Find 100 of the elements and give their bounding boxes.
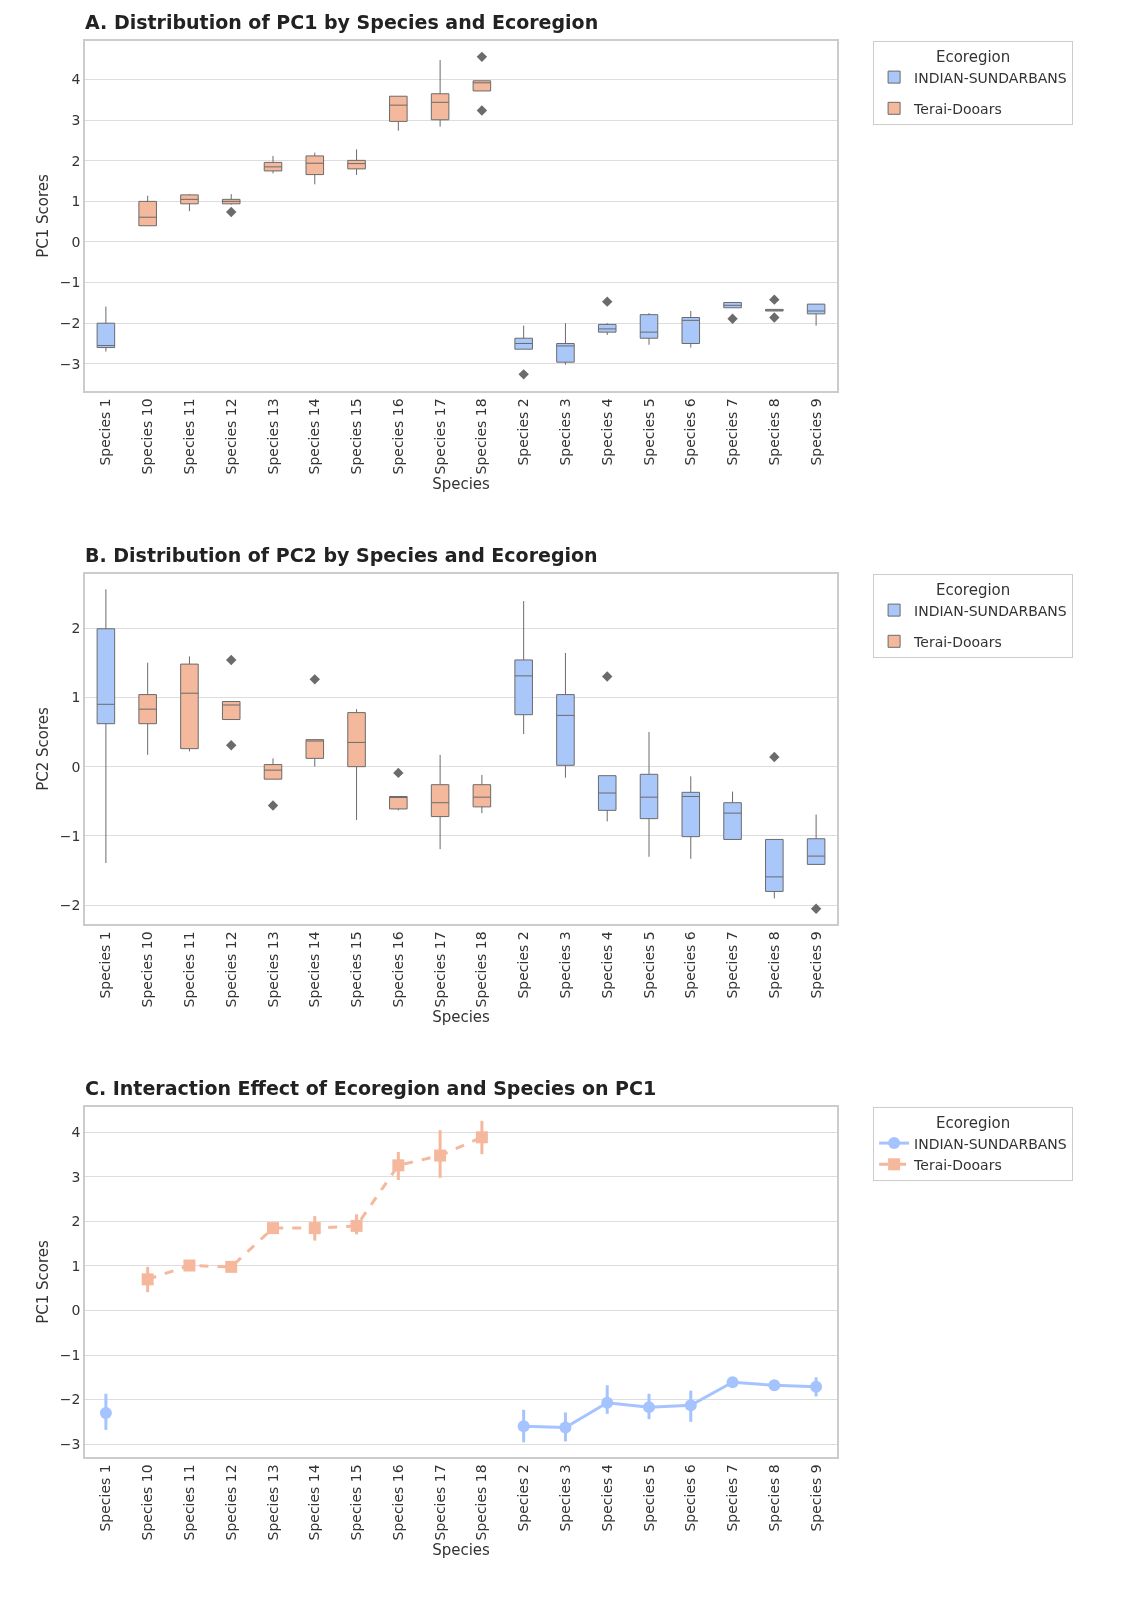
x-tick-label: Species 15 — [348, 1464, 365, 1541]
chart-title: C. Interaction Effect of Ecoregion and Species on PC1 — [85, 1076, 657, 1099]
x-tick-label: Species 8 — [765, 1464, 782, 1532]
x-tick-label: Species 11 — [180, 931, 197, 1008]
point — [810, 1380, 823, 1393]
x-tick-label: Species 2 — [515, 931, 532, 999]
point — [726, 1376, 739, 1389]
legend-label: Terai-Dooars — [913, 100, 1002, 117]
x-tick-label: Species 8 — [765, 398, 782, 466]
x-tick-label: Species 2 — [515, 1464, 532, 1532]
x-tick-label: Species 14 — [306, 931, 323, 1008]
y-tick-label: −1 — [59, 827, 81, 844]
legend-label: Terai-Dooars — [913, 1156, 1002, 1173]
y-tick-label: −2 — [59, 897, 81, 914]
x-tick-label: Species 9 — [807, 931, 824, 999]
x-tick-label: Species 4 — [598, 1464, 615, 1532]
x-tick-label: Species 6 — [682, 931, 699, 999]
x-tick-label: Species 10 — [139, 931, 156, 1008]
x-tick-label: Species 11 — [180, 1464, 197, 1541]
point — [684, 1399, 697, 1412]
y-tick-label: −2 — [59, 315, 81, 332]
x-tick-label: Species 12 — [222, 1464, 239, 1541]
legend-title: Ecoregion — [935, 580, 1011, 599]
x-tick-label: Species 18 — [473, 1464, 490, 1541]
y-tick-label: 2 — [71, 619, 81, 636]
x-tick-label: Species 10 — [139, 1464, 156, 1541]
x-tick-label: Species 9 — [807, 398, 824, 466]
x-tick-label: Species 16 — [389, 931, 406, 1008]
y-tick-label: 0 — [71, 233, 81, 250]
point — [643, 1401, 655, 1414]
x-tick-label: Species 11 — [180, 398, 197, 475]
x-tick-label: Species 2 — [515, 398, 532, 466]
y-axis-title: PC1 Scores — [33, 173, 52, 258]
x-tick-label: Species 7 — [724, 931, 741, 999]
x-tick-label: Species 4 — [598, 931, 615, 999]
x-tick-label: Species 7 — [724, 398, 741, 466]
x-tick-label: Species 10 — [139, 398, 156, 475]
y-tick-label: 0 — [71, 758, 81, 775]
x-tick-label: Species 4 — [598, 398, 615, 466]
x-tick-label: Species 17 — [431, 398, 448, 475]
y-tick-label: −3 — [59, 1435, 81, 1452]
y-axis-title: PC2 Scores — [33, 706, 52, 791]
x-tick-label: Species 3 — [556, 931, 573, 999]
point — [434, 1149, 447, 1162]
x-tick-label: Species 7 — [724, 1464, 741, 1532]
x-tick-label: Species 12 — [222, 931, 239, 1008]
x-axis-title: Species — [432, 1540, 491, 1559]
point — [601, 1396, 614, 1409]
x-tick-label: Species 1 — [97, 931, 114, 999]
y-axis-title: PC1 Scores — [33, 1239, 52, 1324]
x-tick-label: Species 14 — [306, 398, 323, 475]
x-tick-label: Species 18 — [473, 398, 490, 475]
point — [559, 1421, 572, 1434]
x-tick-label: Species 17 — [431, 931, 448, 1008]
y-tick-label: 1 — [71, 193, 81, 210]
point — [225, 1260, 238, 1273]
chart-title: B. Distribution of PC2 by Species and Ecoregion — [85, 543, 598, 566]
legend-label: INDIAN-SUNDARBANS — [914, 69, 1067, 86]
x-tick-label: Species 3 — [556, 398, 573, 466]
x-tick-label: Species 15 — [348, 931, 365, 1008]
y-tick-label: 4 — [71, 71, 81, 88]
y-tick-label: 3 — [71, 1168, 81, 1185]
y-tick-label: 1 — [71, 689, 81, 706]
y-tick-label: −1 — [59, 1346, 81, 1363]
y-tick-label: 3 — [71, 112, 81, 129]
x-tick-label: Species 6 — [682, 1464, 699, 1532]
x-tick-label: Species 5 — [640, 398, 657, 466]
x-tick-label: Species 13 — [264, 1464, 281, 1541]
y-tick-label: 2 — [71, 152, 81, 169]
x-tick-label: Species 5 — [640, 1464, 657, 1532]
y-tick-label: 1 — [71, 1257, 81, 1274]
y-tick-label: −1 — [59, 274, 81, 291]
x-tick-label: Species 16 — [389, 398, 406, 475]
legend-label: INDIAN-SUNDARBANS — [914, 1135, 1067, 1152]
x-tick-label: Species 1 — [97, 1464, 114, 1532]
point — [350, 1219, 363, 1232]
x-tick-label: Species 6 — [682, 398, 699, 466]
point — [141, 1273, 154, 1286]
point — [392, 1159, 405, 1172]
y-tick-label: 2 — [71, 1213, 81, 1230]
x-tick-label: Species 3 — [556, 1464, 573, 1532]
x-tick-label: Species 8 — [765, 931, 782, 999]
point — [308, 1222, 321, 1235]
x-tick-label: Species 18 — [473, 931, 490, 1008]
x-tick-label: Species 9 — [807, 1464, 824, 1532]
y-tick-label: 0 — [71, 1302, 81, 1319]
point — [475, 1131, 488, 1144]
y-tick-label: −3 — [59, 355, 81, 372]
x-tick-label: Species 16 — [389, 1464, 406, 1541]
x-tick-label: Species 12 — [222, 398, 239, 475]
x-tick-label: Species 14 — [306, 1464, 323, 1541]
x-axis-title: Species — [432, 1007, 491, 1026]
point — [517, 1420, 530, 1433]
x-tick-label: Species 17 — [431, 1464, 448, 1541]
legend-title: Ecoregion — [935, 47, 1011, 66]
x-tick-label: Species 1 — [97, 398, 114, 466]
y-tick-label: 4 — [71, 1124, 81, 1141]
legend-label: INDIAN-SUNDARBANS — [914, 602, 1067, 619]
legend-title: Ecoregion — [935, 1113, 1011, 1132]
x-tick-label: Species 15 — [348, 398, 365, 475]
